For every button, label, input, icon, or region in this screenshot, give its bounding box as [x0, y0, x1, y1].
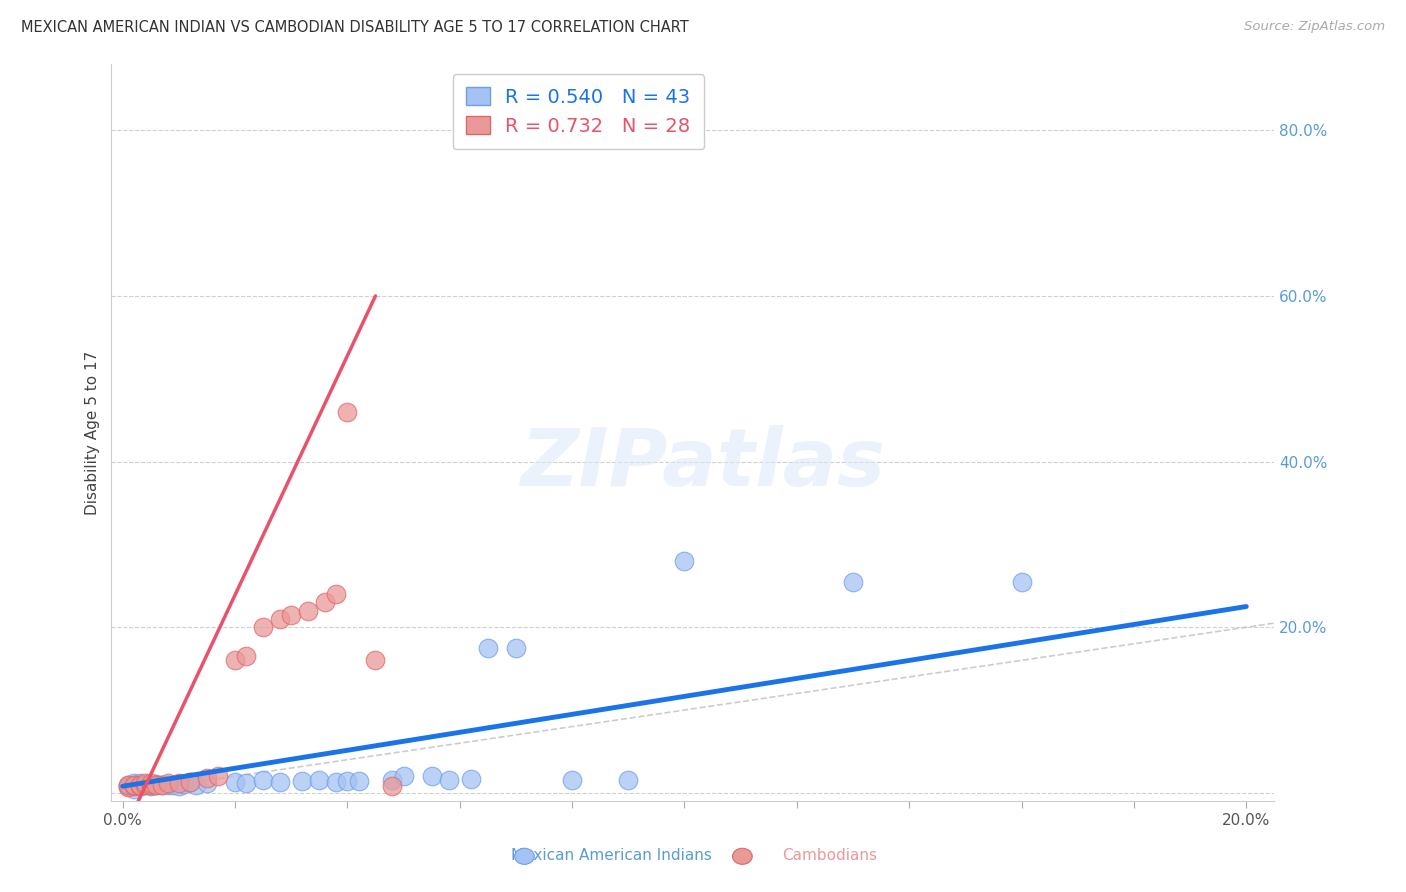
- Point: [347, 774, 370, 789]
- Point: [117, 779, 139, 793]
- Point: [134, 776, 156, 790]
- Point: [291, 774, 314, 789]
- Point: [437, 772, 460, 787]
- Point: [128, 779, 150, 793]
- Y-axis label: Disability Age 5 to 17: Disability Age 5 to 17: [86, 351, 100, 515]
- Point: [477, 640, 499, 655]
- Point: [139, 778, 162, 792]
- Point: [224, 653, 246, 667]
- Point: [252, 773, 274, 788]
- Point: [184, 778, 207, 792]
- Point: [235, 649, 257, 664]
- Point: [128, 776, 150, 790]
- Point: [156, 776, 179, 790]
- Text: Mexican American Indians: Mexican American Indians: [512, 848, 711, 863]
- Point: [420, 769, 443, 783]
- Point: [145, 778, 167, 792]
- Point: [150, 778, 173, 792]
- Point: [381, 779, 404, 793]
- Point: [122, 776, 145, 790]
- Point: [167, 776, 190, 790]
- Point: [561, 773, 583, 788]
- Point: [117, 778, 139, 792]
- Point: [134, 777, 156, 791]
- Point: [128, 779, 150, 793]
- Point: [134, 778, 156, 792]
- Point: [128, 778, 150, 792]
- Point: [173, 777, 195, 791]
- Point: [122, 778, 145, 792]
- Point: [128, 778, 150, 792]
- Point: [139, 779, 162, 793]
- Point: [673, 554, 696, 568]
- Point: [224, 775, 246, 789]
- Point: [336, 774, 359, 789]
- Point: [617, 772, 640, 787]
- Point: [134, 778, 156, 792]
- Point: [145, 778, 167, 792]
- Point: [150, 778, 173, 792]
- Text: MEXICAN AMERICAN INDIAN VS CAMBODIAN DISABILITY AGE 5 TO 17 CORRELATION CHART: MEXICAN AMERICAN INDIAN VS CAMBODIAN DIS…: [21, 20, 689, 35]
- Point: [336, 405, 359, 419]
- Point: [156, 778, 179, 792]
- Point: [117, 780, 139, 794]
- Point: [364, 653, 387, 667]
- Point: [381, 772, 404, 787]
- Point: [122, 779, 145, 793]
- Point: [460, 772, 482, 786]
- Point: [235, 776, 257, 790]
- Point: [252, 620, 274, 634]
- Text: Cambodians: Cambodians: [782, 848, 877, 863]
- Legend: R = 0.540   N = 43, R = 0.732   N = 28: R = 0.540 N = 43, R = 0.732 N = 28: [453, 74, 704, 150]
- Point: [269, 775, 291, 789]
- Point: [122, 778, 145, 792]
- Point: [269, 612, 291, 626]
- Point: [280, 607, 302, 622]
- Point: [505, 640, 527, 655]
- Point: [297, 604, 319, 618]
- Point: [392, 769, 415, 783]
- Point: [139, 776, 162, 790]
- Point: [167, 779, 190, 793]
- Text: Source: ZipAtlas.com: Source: ZipAtlas.com: [1244, 20, 1385, 33]
- Point: [325, 587, 347, 601]
- Point: [162, 778, 184, 792]
- Point: [179, 775, 201, 789]
- Point: [207, 769, 229, 783]
- Point: [314, 595, 336, 609]
- Point: [308, 773, 330, 788]
- Point: [842, 574, 865, 589]
- Point: [325, 775, 347, 789]
- Point: [195, 771, 218, 785]
- Point: [139, 778, 162, 792]
- Point: [179, 775, 201, 789]
- Text: ZIPatlas: ZIPatlas: [520, 425, 886, 503]
- Point: [145, 777, 167, 791]
- Point: [1011, 574, 1033, 589]
- Point: [195, 776, 218, 790]
- Point: [122, 781, 145, 796]
- Point: [117, 778, 139, 792]
